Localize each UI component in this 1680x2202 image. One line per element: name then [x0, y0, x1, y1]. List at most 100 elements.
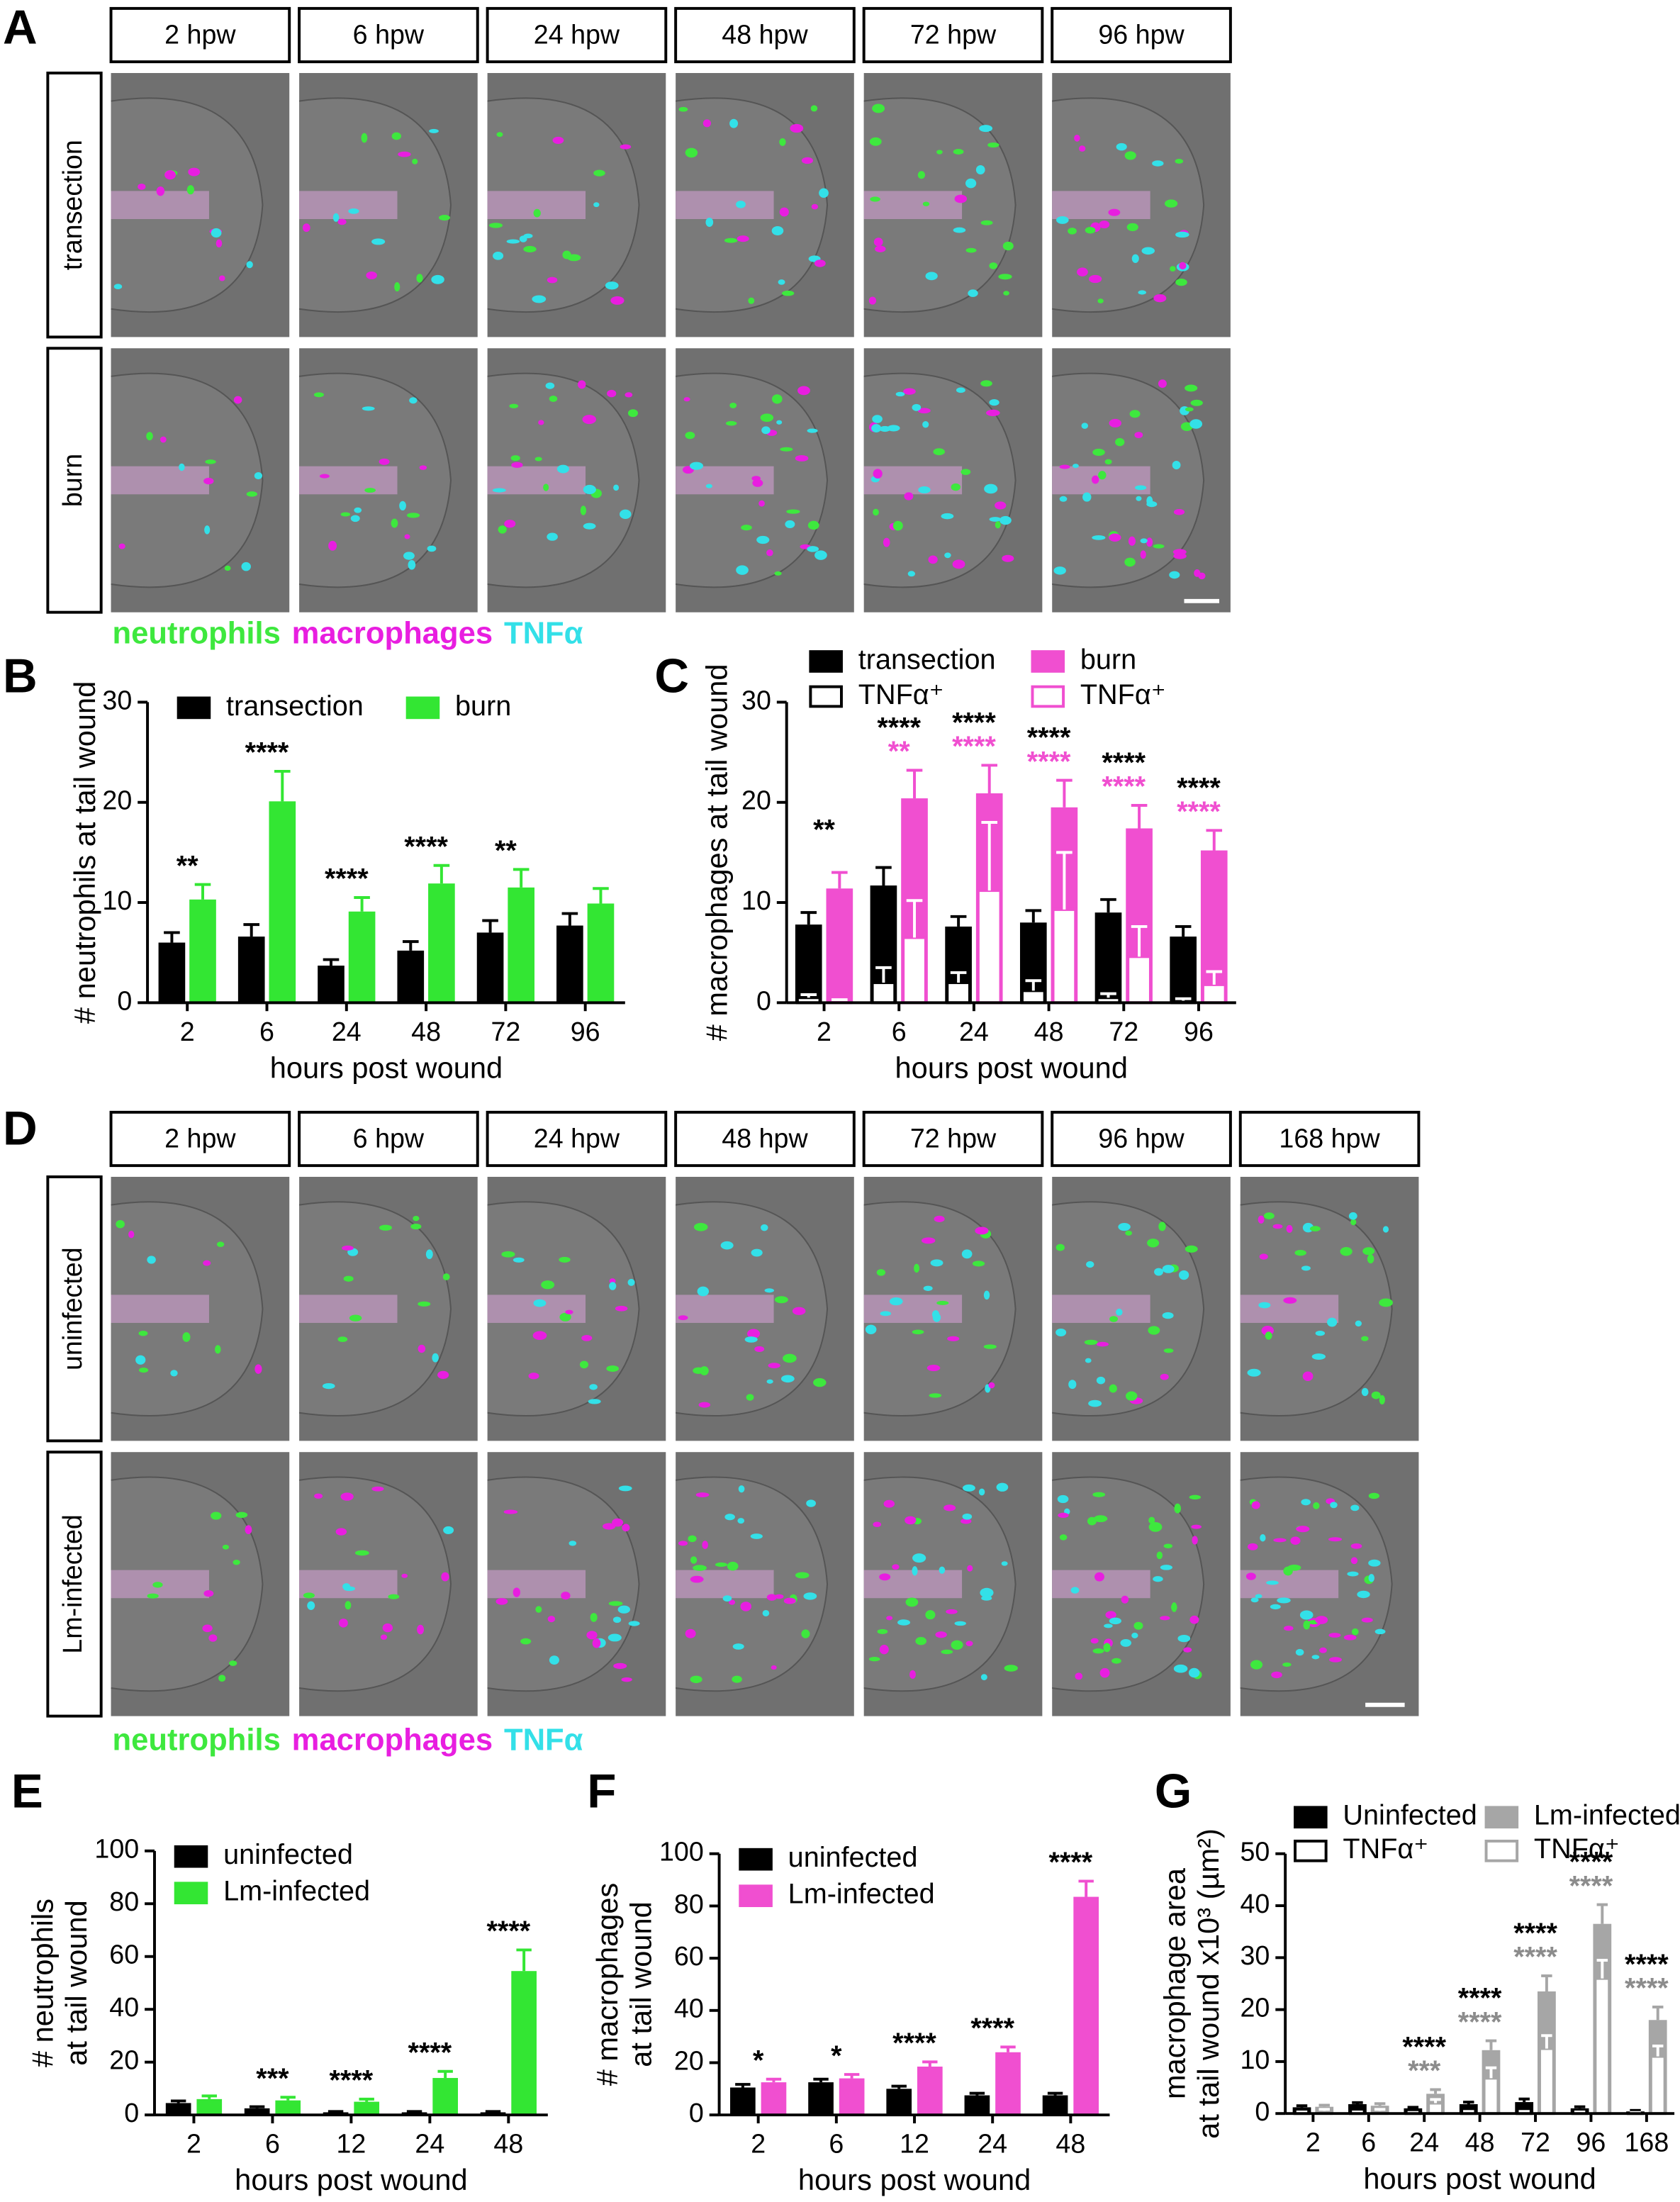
- bar: [189, 899, 216, 1003]
- cell: [758, 500, 765, 507]
- cell: [962, 1484, 975, 1492]
- error-bar: [1374, 2108, 1386, 2111]
- cell: [738, 1485, 745, 1493]
- error-bar: [800, 993, 817, 998]
- legend-label: transection: [858, 644, 996, 675]
- cell: [1311, 1655, 1320, 1660]
- error-bar: [1463, 2101, 1474, 2105]
- bar: [902, 936, 927, 1005]
- cell: [785, 520, 795, 528]
- bar: [1051, 907, 1077, 1005]
- cell: [883, 1499, 895, 1508]
- cell: [541, 1280, 555, 1290]
- cell: [698, 1402, 711, 1408]
- significance: ****: [245, 737, 289, 769]
- legend-swatch: [405, 696, 440, 720]
- cell: [511, 462, 523, 468]
- x-tick-label: 48: [1465, 2128, 1495, 2157]
- cell: [581, 1335, 593, 1341]
- cell: [873, 469, 883, 479]
- legend-label: burn: [1080, 644, 1136, 675]
- x-tick-label: 2: [751, 2129, 766, 2159]
- cell: [879, 1645, 889, 1655]
- cell: [1162, 1312, 1174, 1319]
- panel-label: A: [3, 1, 38, 54]
- cell: [1075, 1672, 1083, 1680]
- cell: [1088, 1399, 1102, 1407]
- cell: [952, 559, 965, 569]
- cell: [998, 274, 1012, 280]
- cell: [983, 1290, 990, 1300]
- notochord: [863, 1570, 963, 1599]
- cell: [1263, 1212, 1275, 1219]
- y-tick-label: 10: [102, 885, 132, 915]
- cell: [1087, 1516, 1097, 1526]
- cell: [954, 1621, 966, 1626]
- cell: [741, 525, 752, 531]
- cell: [1163, 1543, 1173, 1548]
- cell: [1374, 1628, 1386, 1635]
- cell: [1315, 1616, 1328, 1624]
- cell: [905, 1597, 919, 1607]
- cell: [690, 1575, 704, 1583]
- cell: [889, 1297, 903, 1306]
- row-header-box: [46, 1451, 103, 1718]
- y-tick-label: 80: [109, 1887, 139, 1916]
- cell: [989, 262, 998, 269]
- cell: [509, 403, 519, 408]
- cell: [1094, 1572, 1104, 1582]
- cell: [922, 421, 929, 428]
- cell: [1189, 1494, 1202, 1500]
- cell: [766, 549, 773, 557]
- cell: [1068, 228, 1077, 235]
- cell: [1148, 1326, 1160, 1335]
- cell: [688, 1535, 697, 1543]
- micrograph: [298, 348, 478, 613]
- legend-swatch: [739, 1884, 773, 1908]
- bar: [1482, 2077, 1500, 2116]
- cell: [364, 488, 376, 493]
- cell: [1133, 1621, 1143, 1630]
- cell: [1309, 1226, 1321, 1232]
- cell: [702, 119, 711, 128]
- error-bar: [1430, 2098, 1441, 2103]
- cell: [1084, 1339, 1098, 1346]
- significance: **: [888, 736, 910, 767]
- cell: [528, 1373, 539, 1380]
- legend-label: Lm-infected: [1534, 1800, 1680, 1831]
- y-tick-label: 100: [659, 1837, 704, 1867]
- cell: [1255, 1594, 1262, 1599]
- cell: [1340, 1247, 1353, 1256]
- bar: [1094, 912, 1122, 1003]
- cell: [1266, 1580, 1279, 1585]
- cell: [1055, 1328, 1067, 1336]
- cell: [519, 235, 527, 242]
- error-bar: [906, 899, 923, 938]
- significance: ****: [1027, 746, 1071, 777]
- cell: [1057, 1494, 1069, 1504]
- cell: [1068, 1380, 1077, 1390]
- cell: [1126, 1391, 1138, 1401]
- cell: [1158, 1222, 1166, 1231]
- cell: [923, 1285, 933, 1291]
- cell: [912, 1329, 924, 1335]
- cell: [371, 238, 386, 245]
- cell: [577, 380, 586, 389]
- cell: [909, 1670, 916, 1680]
- x-tick-label: 72: [1109, 1017, 1138, 1046]
- cell: [156, 186, 165, 196]
- cell: [343, 1275, 354, 1282]
- x-tick-label: 2: [817, 1017, 831, 1046]
- error-bar: [1541, 1974, 1552, 1991]
- cell: [725, 420, 737, 426]
- cell: [980, 220, 993, 225]
- cell: [1077, 267, 1088, 276]
- cell: [988, 1382, 995, 1389]
- cell: [693, 1223, 708, 1231]
- legend-swatch: [809, 650, 843, 673]
- x-tick-label: 6: [892, 1017, 907, 1046]
- cell: [722, 1595, 732, 1602]
- cell: [750, 1533, 763, 1539]
- x-tick-label: 6: [1361, 2128, 1376, 2157]
